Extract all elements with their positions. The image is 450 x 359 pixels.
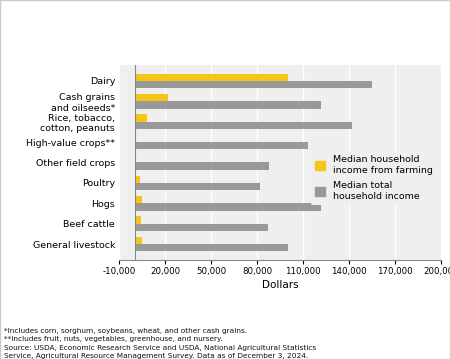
Bar [135,101,321,108]
Bar [135,122,352,129]
Bar [135,196,142,203]
Bar [135,244,288,251]
Bar [135,216,141,224]
Text: *Includes corn, sorghum, soybeans, wheat, and other cash grains.
**Includes frui: *Includes corn, sorghum, soybeans, wheat… [4,328,317,359]
Bar [135,155,136,162]
Bar [135,135,136,142]
Bar [135,183,260,190]
Bar [135,203,321,211]
Bar [135,94,168,101]
Bar [135,224,268,231]
Text: by commodity specialization, 2023: by commodity specialization, 2023 [7,38,223,48]
Bar [135,114,147,122]
Bar [135,142,308,149]
Bar [135,237,142,244]
Legend: Median household
income from farming, Median total
household income: Median household income from farming, Me… [311,151,436,205]
Text: Median farm income and median total income of U.S. farm households: Median farm income and median total inco… [7,17,448,27]
Bar [135,74,288,81]
Bar [135,176,140,183]
X-axis label: Dollars: Dollars [262,280,298,290]
Bar [135,81,372,88]
Bar [135,162,270,170]
